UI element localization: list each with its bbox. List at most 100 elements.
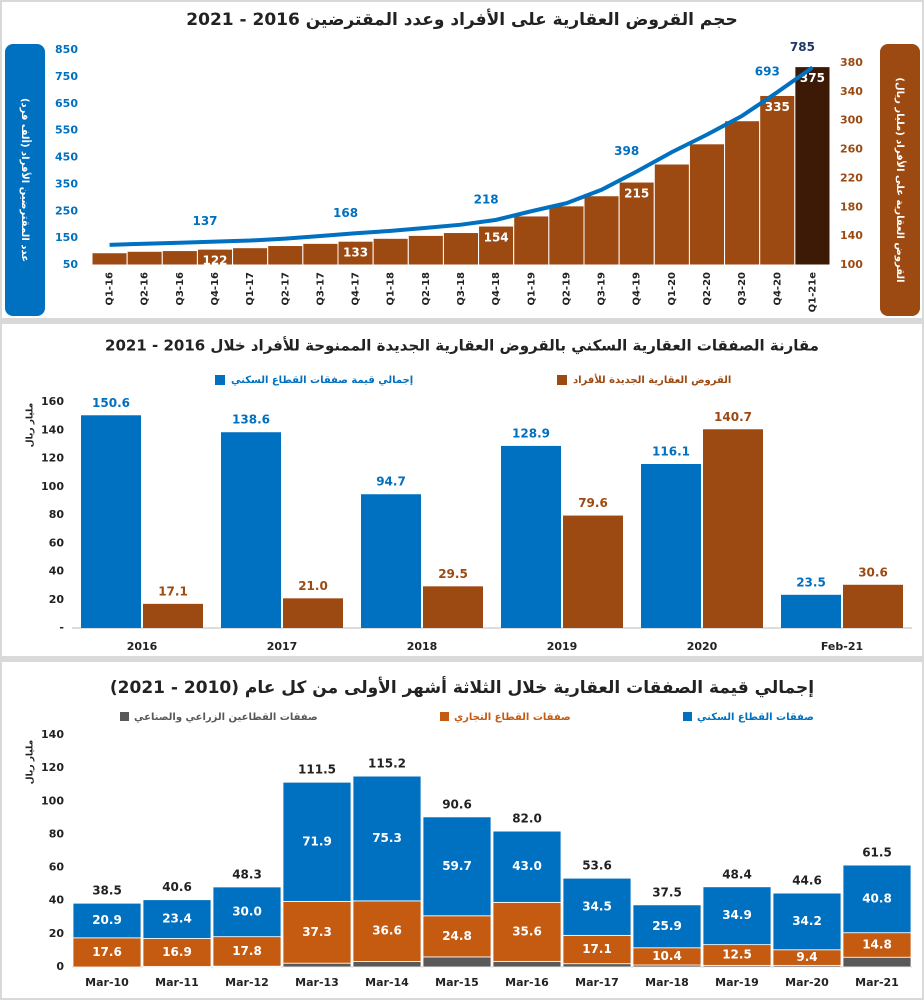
y-tick-label: 120	[41, 452, 64, 465]
y-tick-label: 60	[49, 536, 65, 549]
x-tick-label: Q3-18	[456, 272, 467, 306]
data-label: 40.8	[862, 891, 892, 905]
legend-swatch	[120, 712, 129, 721]
bar-segment	[72, 902, 142, 939]
y2-tick-label: 300	[840, 114, 863, 127]
x-tick-label: Q4-19	[632, 272, 643, 306]
bar-segment	[702, 886, 772, 946]
x-tick-label: Q3-17	[315, 272, 326, 306]
x-tick-label: Q2-16	[140, 272, 151, 306]
bar-segment	[352, 775, 422, 902]
y-tick-label: 150	[55, 231, 78, 244]
y-tick-label: 20	[49, 927, 65, 940]
data-label: 215	[624, 187, 649, 201]
data-label: 34.2	[792, 914, 822, 928]
x-tick-label: Q3-16	[175, 272, 186, 306]
bar	[91, 252, 128, 266]
y-tick-label: 250	[55, 204, 78, 217]
y-tick-label: 40	[49, 565, 65, 578]
y-tick-label: 20	[49, 593, 65, 606]
x-tick-label: Q3-20	[737, 272, 748, 306]
y-tick-label: 140	[41, 728, 64, 741]
data-label: 140.7	[714, 410, 752, 424]
total-label: 115.2	[368, 757, 406, 771]
x-tick-label: Feb-21	[821, 640, 863, 653]
y-tick-label: -	[59, 621, 64, 634]
data-label: 59.7	[442, 859, 472, 873]
x-tick-label: Q1-16	[105, 272, 116, 306]
data-label: 122	[202, 254, 227, 268]
bar	[653, 163, 690, 266]
bar	[221, 432, 281, 628]
legend-label: القروض العقارية الجديدة للأفراد	[573, 373, 731, 386]
data-label: 14.8	[862, 937, 892, 951]
data-label: 34.5	[582, 899, 612, 913]
total-label: 48.4	[722, 867, 752, 881]
bar-segment	[842, 864, 912, 934]
bar-segment	[562, 963, 632, 968]
y-tick-label: 140	[41, 423, 64, 436]
data-label: 23.5	[796, 575, 826, 589]
y-tick-label: 100	[41, 794, 64, 807]
total-label: 37.5	[652, 885, 682, 899]
x-tick-label: Q4-20	[772, 272, 783, 306]
bar	[283, 598, 343, 628]
bar	[583, 195, 620, 266]
y-axis-label: مليار ريال	[26, 403, 36, 447]
total-label: 38.5	[92, 884, 122, 898]
y-tick-label: 80	[49, 508, 65, 521]
bar	[724, 120, 761, 266]
data-label: 150.6	[92, 396, 130, 410]
x-tick-label: 2017	[267, 640, 298, 653]
bar	[81, 415, 141, 628]
bar-segment	[282, 781, 352, 902]
y2-tick-label: 220	[840, 171, 863, 184]
bar	[501, 445, 561, 628]
bar-segment	[282, 900, 352, 964]
bar	[794, 66, 831, 266]
bar-segment	[352, 961, 422, 968]
y-tick-label: 50	[63, 258, 79, 271]
bar	[781, 594, 841, 628]
y-tick-label: 750	[55, 70, 78, 83]
bar	[442, 232, 480, 266]
data-label: 20.9	[92, 913, 122, 927]
bar-segment	[842, 956, 912, 968]
data-label: 17.6	[92, 945, 122, 959]
x-tick-label: Q4-16	[210, 272, 221, 306]
y-axis-box	[5, 44, 45, 316]
data-label: 75.3	[372, 831, 402, 845]
bar-segment	[492, 901, 562, 962]
x-tick-label: Q4-17	[351, 272, 362, 306]
data-label: 25.9	[652, 919, 682, 933]
legend-swatch	[557, 375, 567, 385]
bar-segment	[422, 915, 492, 958]
total-label: 61.5	[862, 846, 892, 860]
y-axis-label: مليار ريال	[26, 740, 36, 784]
data-label: 168	[333, 206, 358, 220]
bar	[232, 247, 269, 266]
y-tick-label: 350	[55, 177, 78, 190]
bar-segment	[772, 892, 842, 951]
data-label: 23.4	[162, 912, 192, 926]
data-label: 16.9	[162, 945, 192, 959]
bar	[143, 603, 203, 628]
legend-label: صفقات القطاع السكني	[697, 712, 814, 723]
bar-segment	[212, 886, 282, 938]
total-label: 53.6	[582, 859, 612, 873]
y-tick-label: 60	[49, 861, 65, 874]
x-tick-label: 2016	[127, 640, 158, 653]
x-tick-label: Q1-21e	[807, 272, 818, 313]
x-tick-label: Mar-19	[715, 976, 759, 989]
bar	[267, 245, 304, 266]
data-label: 693	[755, 65, 780, 79]
legend-label: صفقات القطاع التجاري	[454, 712, 571, 723]
bar	[126, 250, 163, 266]
y-tick-label: 160	[41, 395, 64, 408]
x-tick-label: Mar-16	[505, 976, 549, 989]
bar	[688, 143, 726, 266]
bar-segment	[562, 877, 632, 936]
y2-tick-label: 180	[840, 200, 863, 213]
x-tick-label: Q4-18	[491, 272, 502, 306]
